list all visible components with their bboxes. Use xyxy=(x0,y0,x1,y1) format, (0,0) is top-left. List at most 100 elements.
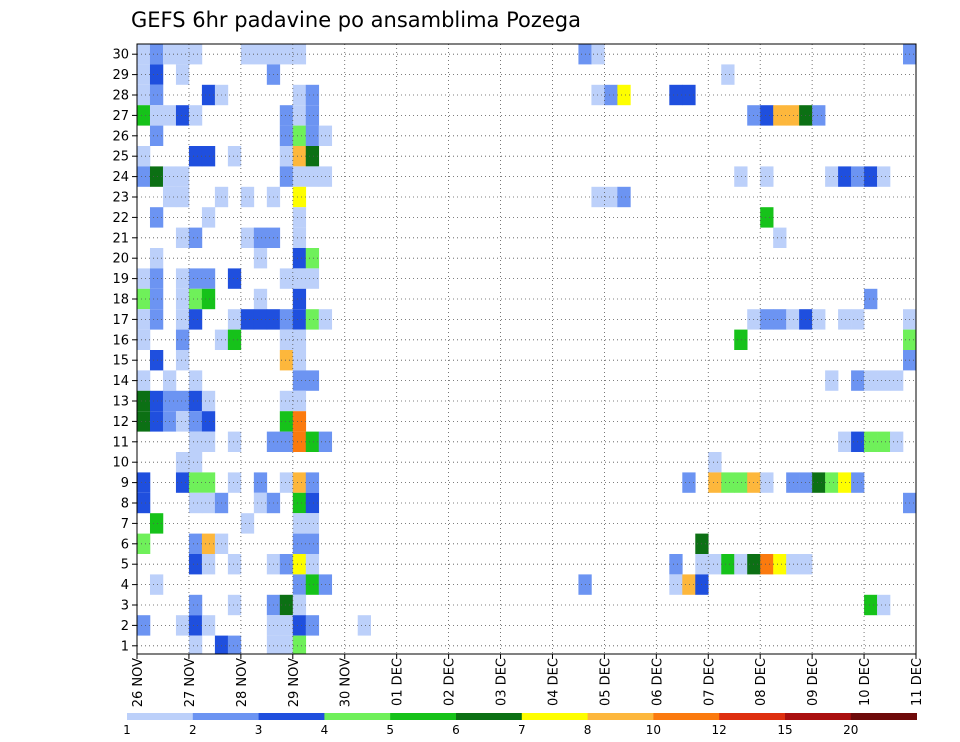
heatmap-cell xyxy=(292,207,307,228)
x-tick-label: 04 DEC xyxy=(546,658,561,706)
heatmap-cell xyxy=(175,186,190,208)
heatmap-cell xyxy=(149,44,164,65)
heatmap-cell xyxy=(149,513,164,534)
heatmap-cell xyxy=(305,492,320,514)
y-tick-label: 29 xyxy=(112,68,129,83)
heatmap-cell xyxy=(292,390,307,412)
heatmap-cell xyxy=(864,288,878,310)
heatmap-cell xyxy=(175,309,190,330)
heatmap-cell xyxy=(604,186,618,208)
heatmap-cell xyxy=(188,370,203,391)
heatmap-cell xyxy=(149,84,164,106)
heatmap-cell xyxy=(253,248,268,269)
heatmap-cell xyxy=(305,248,320,269)
heatmap-cell xyxy=(279,125,294,146)
heatmap-cell xyxy=(201,288,216,310)
heatmap-cell xyxy=(240,227,255,248)
heatmap-cell xyxy=(240,44,255,65)
x-tick-label: 05 DEC xyxy=(598,658,613,706)
legend-color-swatch xyxy=(850,713,917,720)
heatmap-cell xyxy=(292,615,307,636)
heatmap-cell xyxy=(149,390,164,412)
heatmap-cell xyxy=(137,64,151,85)
heatmap-cell xyxy=(682,84,696,106)
heatmap-cell xyxy=(279,268,294,289)
heatmap-cell xyxy=(137,390,151,412)
heatmap-cell xyxy=(292,125,307,146)
heatmap-cell xyxy=(292,186,307,208)
x-tick-label: 27 NOV xyxy=(183,658,198,707)
heatmap-cell xyxy=(292,513,307,534)
heatmap-cell xyxy=(279,411,294,432)
legend-label: 6 xyxy=(452,723,460,737)
heatmap-cell xyxy=(188,411,203,432)
heatmap-cell xyxy=(188,268,203,289)
heatmap-cell xyxy=(877,166,891,187)
heatmap-cell xyxy=(137,84,151,106)
heatmap-cell xyxy=(864,431,878,452)
heatmap-cell xyxy=(227,329,242,350)
heatmap-cell xyxy=(201,492,216,514)
legend-label: 4 xyxy=(321,723,329,737)
heatmap-cell xyxy=(227,554,242,575)
heatmap-cell xyxy=(786,309,800,330)
heatmap-cell xyxy=(292,533,307,554)
heatmap-cell xyxy=(279,44,294,65)
y-tick-label: 10 xyxy=(112,456,129,471)
x-tick-label: 07 DEC xyxy=(702,658,717,706)
x-tick-label: 01 DEC xyxy=(391,658,406,706)
heatmap-cell xyxy=(773,554,787,575)
heatmap-cell xyxy=(188,146,203,167)
heatmap-cell xyxy=(877,594,891,616)
heatmap-cell xyxy=(591,44,605,65)
heatmap-cell xyxy=(773,309,787,330)
heatmap-cell xyxy=(149,248,164,269)
heatmap-cell xyxy=(137,329,151,350)
heatmap-cell xyxy=(877,431,891,452)
heatmap-cell xyxy=(137,370,151,391)
heatmap-cell xyxy=(812,472,826,493)
chart-title: GEFS 6hr padavine po ansamblima Pozega xyxy=(131,8,581,32)
heatmap-cell xyxy=(305,533,320,554)
x-tick-label: 28 NOV xyxy=(235,658,250,707)
heatmap-cell xyxy=(669,574,683,595)
heatmap-cell xyxy=(188,452,203,473)
heatmap-cell xyxy=(188,472,203,493)
heatmap-cell xyxy=(877,370,891,391)
heatmap-cell xyxy=(201,431,216,452)
heatmap-cell xyxy=(227,268,242,289)
y-tick-label: 27 xyxy=(112,109,129,124)
color-legend: 1 2 3 4 5 6 7 8 10 12 15 20 xyxy=(123,713,917,737)
heatmap-cell xyxy=(149,125,164,146)
heatmap-cell xyxy=(760,309,774,330)
heatmap-cell xyxy=(253,44,268,65)
heatmap-cell xyxy=(137,411,151,432)
heatmap-cell xyxy=(292,472,307,493)
heatmap-cell xyxy=(201,411,216,432)
heatmap-cell xyxy=(617,84,631,106)
heatmap-cell xyxy=(786,554,800,575)
y-tick-label: 5 xyxy=(121,558,129,573)
heatmap-cell xyxy=(305,146,320,167)
heatmap-cell xyxy=(838,431,852,452)
heatmap-cell xyxy=(292,350,307,371)
heatmap-cell xyxy=(591,84,605,106)
y-tick-label: 6 xyxy=(121,537,129,552)
heatmap-cell xyxy=(137,492,151,514)
heatmap-cell xyxy=(305,370,320,391)
heatmap-cell xyxy=(864,594,878,616)
heatmap-cell xyxy=(682,574,696,595)
legend-label: 1 xyxy=(123,723,131,737)
y-tick-label: 19 xyxy=(112,272,129,287)
heatmap-cell xyxy=(201,554,216,575)
x-tick-label: 06 DEC xyxy=(650,658,665,706)
y-tick-label: 24 xyxy=(112,170,129,185)
heatmap-cell xyxy=(305,472,320,493)
heatmap-cell xyxy=(279,390,294,412)
heatmap-cell xyxy=(137,105,151,126)
heatmap-cell xyxy=(773,105,787,126)
heatmap-cell xyxy=(137,268,151,289)
heatmap-cell xyxy=(175,268,190,289)
y-tick-label: 17 xyxy=(112,313,129,328)
